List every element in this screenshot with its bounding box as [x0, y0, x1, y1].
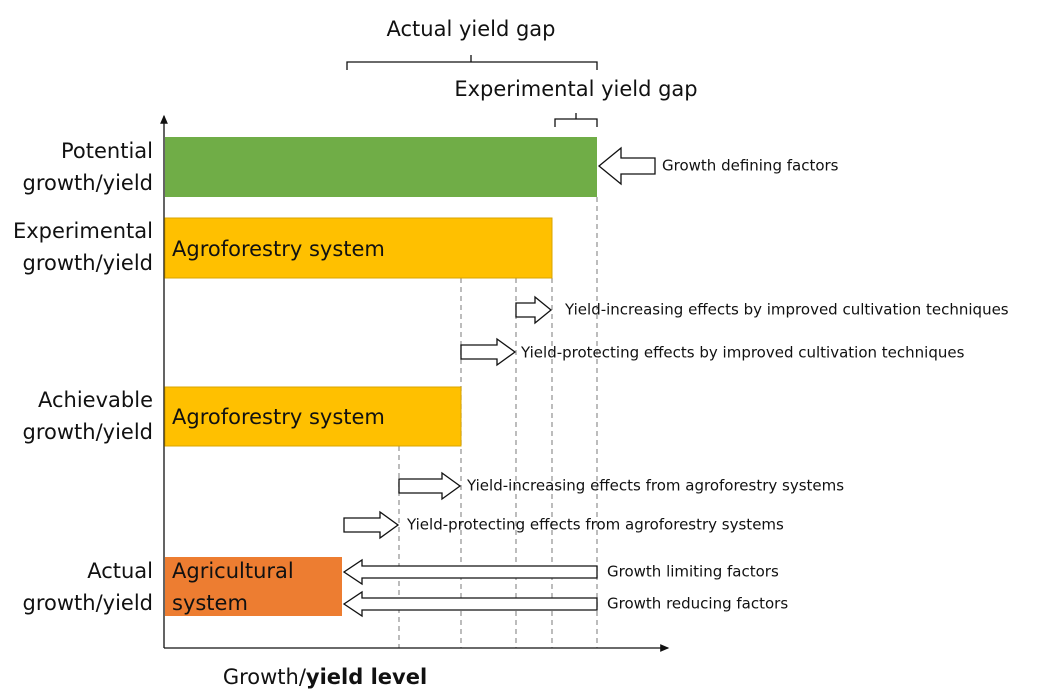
bar-text: Agroforestry system — [172, 405, 385, 429]
level-label: Potential — [61, 139, 153, 163]
x-axis-label-part: yield level — [306, 665, 427, 689]
block-arrow — [343, 510, 400, 540]
block-arrow — [597, 146, 656, 186]
level-label: growth/yield — [23, 420, 154, 444]
bar-text: Agricultural — [172, 559, 294, 583]
bar-text: system — [172, 591, 248, 615]
brace — [346, 55, 598, 70]
experimental-gap-label: Experimental yield gap — [454, 77, 697, 101]
effect-label: Yield-increasing effects by improved cul… — [564, 301, 1009, 319]
block-arrow — [515, 295, 553, 325]
level-label: growth/yield — [23, 171, 154, 195]
block-arrow — [398, 471, 462, 501]
effect-label: Yield-protecting effects by improved cul… — [520, 344, 965, 362]
level-label: Experimental — [13, 219, 153, 243]
effect-label: Yield-protecting effects from agroforest… — [406, 516, 784, 534]
effect-label: Yield-increasing effects from agroforest… — [466, 477, 844, 495]
level-label: Actual — [87, 559, 153, 583]
level-label: growth/yield — [23, 251, 154, 275]
level-label: growth/yield — [23, 591, 154, 615]
effect-label: Growth reducing factors — [607, 595, 788, 613]
dashed-lines — [398, 197, 598, 648]
actual-gap-label: Actual yield gap — [386, 17, 555, 41]
x-axis-label: Growth/yield level — [223, 665, 427, 689]
effect-label: Growth limiting factors — [607, 563, 779, 581]
brace — [554, 113, 598, 127]
actual-bar — [165, 557, 342, 616]
level-label: Achievable — [38, 388, 153, 412]
block-arrow — [342, 590, 598, 618]
experimental-bar — [164, 217, 553, 279]
effect-label: Growth defining factors — [662, 157, 839, 175]
achievable-bar — [164, 386, 462, 447]
block-arrow — [342, 558, 598, 586]
potential-bar — [165, 137, 597, 197]
bar-text: Agroforestry system — [172, 237, 385, 261]
block-arrow — [460, 337, 517, 367]
x-axis-label-part: Growth/ — [223, 665, 307, 689]
